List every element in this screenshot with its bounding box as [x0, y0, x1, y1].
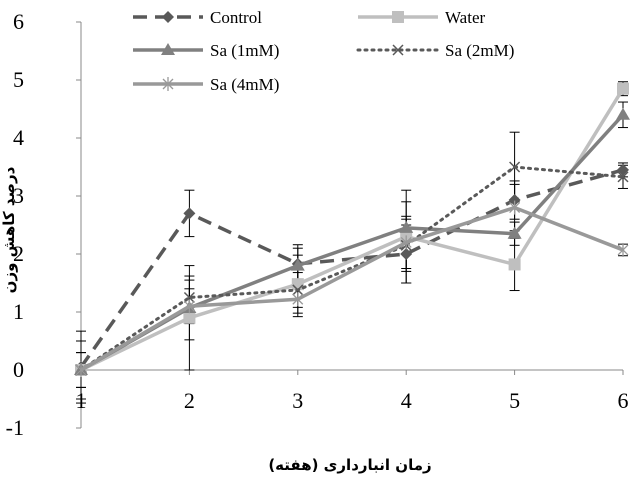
y-tick-label: 1: [13, 299, 24, 324]
legend-item-sa-1mm: Sa (1mM): [133, 41, 279, 60]
data-point-sa-1mm: [507, 226, 522, 239]
x-tick-label: 3: [292, 388, 303, 413]
y-tick-label: 0: [13, 357, 24, 382]
data-point-sa-4mm: [509, 200, 521, 215]
legend-label: Sa (1mM): [210, 41, 279, 60]
data-point-sa-4mm: [400, 235, 412, 250]
y-tick-label: 5: [13, 67, 24, 92]
x-tick-label: 5: [509, 388, 520, 413]
data-point-sa-4mm: [617, 242, 629, 257]
data-point-sa-1mm: [616, 107, 630, 120]
y-tick-label: 6: [13, 9, 24, 34]
legend-swatch-marker: [162, 77, 174, 91]
data-point-control: [508, 194, 521, 207]
legend-label: Water: [445, 8, 485, 27]
y-axis-title: درصد کاهش وزن: [0, 166, 18, 293]
chart-series: [74, 82, 630, 377]
y-tick-label: 2: [13, 241, 24, 266]
x-axis-title: زمان انبارداری (هفته): [268, 456, 431, 474]
legend-swatch-marker: [161, 43, 175, 55]
data-point-sa-2mm: [292, 284, 304, 296]
legend-swatch-marker: [392, 44, 404, 56]
series-line-control: [79, 168, 624, 369]
data-point-sa-4mm: [183, 299, 195, 314]
legend-label: Control: [210, 8, 262, 27]
data-point-sa-1mm: [290, 258, 305, 271]
data-point-water: [617, 82, 629, 95]
legend-item-control: Control: [133, 8, 262, 27]
series-line-sa-4mm: [80, 205, 624, 372]
data-point-water: [508, 258, 521, 271]
chart-error-bars: [76, 81, 628, 404]
data-point-sa-4mm: [75, 363, 87, 377]
y-tick-label: 3: [13, 183, 24, 208]
legend-label: Sa (4mM): [210, 75, 279, 94]
series-line-water: [80, 87, 625, 372]
data-point-sa-2mm: [509, 161, 521, 173]
x-tick-label: 6: [618, 388, 629, 413]
data-point-water: [183, 311, 196, 324]
legend-label: Sa (2mM): [445, 41, 514, 60]
data-point-sa-2mm: [617, 171, 629, 183]
legend-item-sa-4mm: Sa (4mM): [133, 75, 279, 94]
legend-swatch-marker: [162, 11, 174, 23]
chart-legend: Control Water Sa (1mM) Sa (2mM) Sa (4mM): [133, 8, 514, 94]
data-point-sa-4mm: [292, 292, 304, 307]
x-tick-label: 2: [184, 388, 195, 413]
y-tick-label: -1: [6, 415, 24, 440]
legend-item-sa-2mm: Sa (2mM): [356, 41, 514, 60]
data-point-sa-1mm: [399, 220, 414, 233]
data-point-sa-2mm: [183, 291, 195, 304]
legend-item-water: Water: [358, 8, 485, 27]
data-point-control: [183, 207, 196, 220]
x-tick-label: 4: [401, 388, 412, 413]
series-line-sa-2mm: [79, 165, 625, 372]
data-point-control: [400, 248, 413, 260]
legend-swatch-marker: [392, 11, 404, 23]
y-tick-label: 4: [13, 125, 24, 150]
